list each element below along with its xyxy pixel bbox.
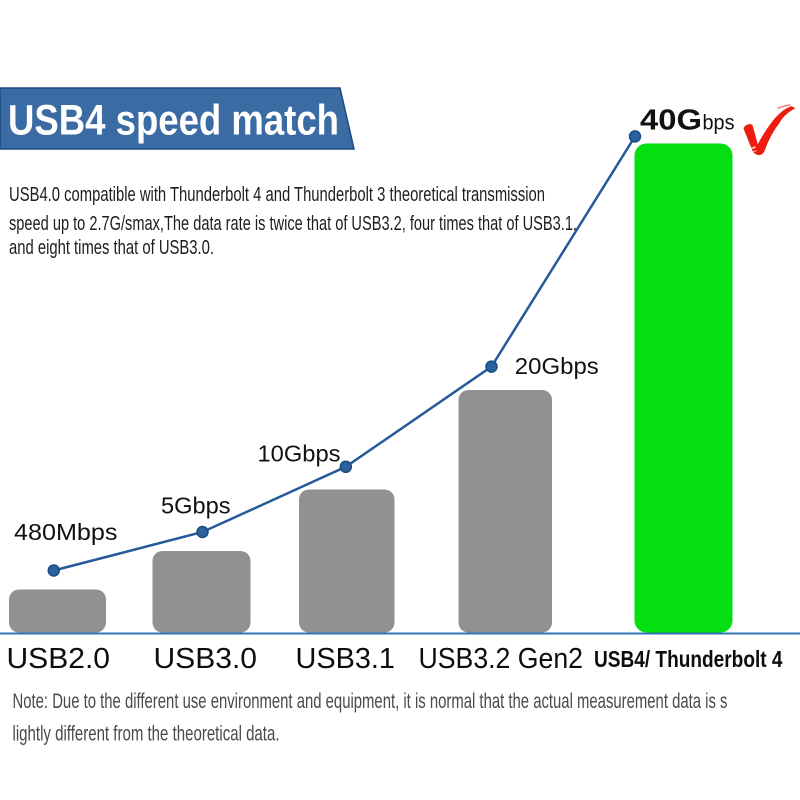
svg-text:10Gbps: 10Gbps (258, 441, 341, 467)
svg-text:speed up to 2.7G/smax,The data: speed up to 2.7G/smax,The data rate is t… (9, 213, 577, 235)
svg-text:USB3.1: USB3.1 (296, 643, 396, 675)
svg-text:lightly different from the the: lightly different from the theoretical d… (13, 723, 280, 746)
svg-text:and eight times that of USB3.0: and eight times that of USB3.0. (9, 237, 214, 259)
svg-text:480Mbps: 480Mbps (14, 519, 118, 545)
svg-text:5Gbps: 5Gbps (161, 493, 231, 519)
svg-text:USB2.0: USB2.0 (7, 643, 111, 675)
svg-text:USB3.2 Gen2: USB3.2 Gen2 (419, 643, 584, 675)
svg-text:40G: 40G (640, 105, 702, 137)
svg-text:USB4/ Thunderbolt 4: USB4/ Thunderbolt 4 (594, 646, 783, 672)
svg-text:bps: bps (703, 112, 735, 135)
svg-text:USB3.0: USB3.0 (154, 643, 258, 675)
svg-text:USB4.0 compatible with Thunder: USB4.0 compatible with Thunderbolt 4 and… (9, 184, 545, 206)
svg-text:USB4 speed match: USB4 speed match (8, 97, 339, 145)
svg-text:Note: Due to the different use: Note: Due to the different use environme… (13, 690, 728, 713)
svg-text:20Gbps: 20Gbps (515, 353, 599, 379)
